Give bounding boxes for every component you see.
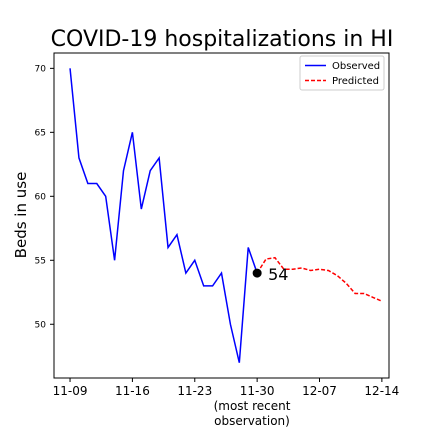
series-line-predicted [256, 256, 383, 302]
x-tick-label: 11-16 [115, 384, 150, 398]
latest-observation-marker [252, 268, 262, 278]
chart-title: COVID-19 hospitalizations in HI [51, 27, 394, 52]
x-axis-label-line-2: observation) [214, 414, 290, 428]
plot-frame [53, 52, 390, 379]
legend-predicted-label: Predicted [332, 76, 379, 87]
x-tick-label: 11-09 [53, 384, 88, 398]
y-tick-label: 60 [35, 192, 47, 202]
x-tick-label: 11-23 [177, 384, 212, 398]
y-axis-label: Beds in use [12, 172, 30, 259]
x-tick-label: 11-30 [240, 384, 275, 398]
y-tick-label: 70 [35, 64, 47, 74]
series-line-observed [69, 68, 258, 363]
x-tick-label: 12-07 [302, 384, 337, 398]
y-tick-label: 65 [35, 128, 46, 138]
legend-observed-label: Observed [332, 61, 380, 72]
y-tick-label: 50 [35, 320, 47, 330]
latest-observation-label: 54 [268, 265, 288, 284]
x-tick-label: 12-14 [364, 384, 399, 398]
y-tick-label: 55 [35, 256, 46, 266]
x-axis-label-line-1: (most recent [214, 399, 291, 413]
legend: Observed Predicted [299, 55, 385, 91]
plot-area: 50 55 60 65 70 11-09 11-16 11-23 11-30 12-07 12-14… [35, 52, 399, 398]
legend-box [299, 55, 385, 91]
